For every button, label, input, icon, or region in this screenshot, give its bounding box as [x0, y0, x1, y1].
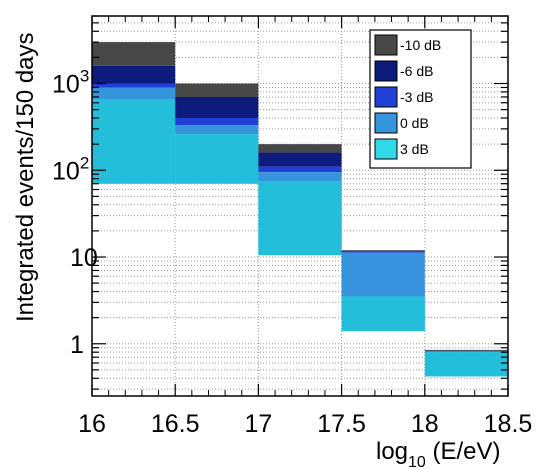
- x-axis-title-main: log: [376, 438, 408, 465]
- legend-label: -6 dB: [400, 63, 433, 79]
- legend-swatch: [374, 60, 398, 82]
- bar-segment: [92, 65, 176, 84]
- axis-ticks: [91, 15, 509, 396]
- bar-segment: [258, 172, 342, 182]
- bar-segment: [424, 351, 508, 352]
- y-tick-label: 10: [70, 244, 98, 272]
- x-tick-label: 17.5: [317, 410, 366, 438]
- legend: -10 dB -6 dB -3 dB 0 dB 3 dB: [369, 29, 472, 169]
- y-tick-label: 103: [52, 67, 89, 99]
- bar-band: [175, 134, 259, 184]
- x-tick-label: 17: [244, 410, 272, 438]
- bar-band: [92, 99, 176, 184]
- x-tick-label: 18: [411, 410, 439, 438]
- legend-swatch: [374, 112, 398, 134]
- y-tick-label: 102: [52, 153, 89, 185]
- bar-segment: [175, 125, 259, 135]
- bar-segment: [92, 83, 176, 88]
- x-tick-label: 18.5: [484, 410, 533, 438]
- bar-segment: [341, 250, 425, 252]
- tick-labels: 16 16.5 17 17.5 18 18.5 1 10 102 103: [52, 67, 532, 438]
- x-tick-label: 16.5: [151, 410, 200, 438]
- bar-segment: [175, 83, 259, 97]
- legend-label: 3 dB: [400, 141, 429, 157]
- bar-band: [341, 296, 425, 332]
- bar-segment: [341, 251, 425, 253]
- x-axis-title: log10 (E/eV): [376, 438, 501, 469]
- plot-frame: [91, 15, 509, 397]
- bar-segment: [341, 252, 425, 297]
- legend-swatch: [374, 34, 398, 56]
- bar-segment: [341, 250, 425, 251]
- y-axis-title: Integrated events/150 days: [12, 32, 39, 322]
- bar-segment: [424, 350, 508, 352]
- legend-swatch: [374, 86, 398, 108]
- bar-segment: [258, 152, 342, 167]
- bar-segment: [424, 351, 508, 353]
- x-tick-label: 16: [78, 410, 106, 438]
- legend-label: -3 dB: [400, 89, 433, 105]
- bar-band: [258, 181, 342, 256]
- x-axis-title-rest: (E/eV): [426, 438, 501, 465]
- bar-segment: [92, 87, 176, 100]
- legend-swatch: [374, 138, 398, 160]
- bar-segment: [258, 166, 342, 173]
- bar-segment: [424, 349, 508, 351]
- legend-label: 0 dB: [400, 115, 429, 131]
- bar-segment: [92, 42, 176, 66]
- bar-segment: [175, 96, 259, 119]
- y-tick-label: 1: [70, 331, 84, 359]
- legend-label: -10 dB: [400, 37, 441, 53]
- histogram-bars: [92, 42, 508, 377]
- bar-band: [424, 352, 508, 377]
- bar-segment: [258, 144, 342, 153]
- bar-segment: [175, 118, 259, 126]
- x-axis-title-subscript: 10: [408, 454, 426, 469]
